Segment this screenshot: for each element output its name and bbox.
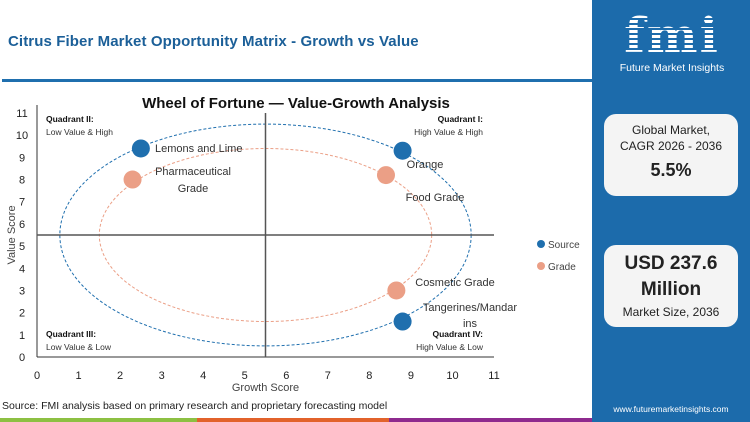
x-tick-label: 8: [366, 370, 372, 382]
y-tick-label: 7: [19, 197, 25, 209]
point-label: Grade: [178, 183, 209, 195]
header-divider: [2, 79, 592, 82]
source-point: [131, 139, 150, 158]
quadrant-description: High Value & High: [414, 127, 483, 137]
cagr-label-2: CAGR 2026 - 2036: [619, 139, 723, 153]
x-tick-label: 9: [408, 370, 414, 382]
grade-point: [376, 166, 395, 185]
chart-title: Wheel of Fortune — Value-Growth Analysis: [142, 95, 450, 112]
point-label: Orange: [407, 159, 444, 171]
y-axis-label: Value Score: [6, 205, 18, 264]
quadrant-description: High Value & Low: [416, 342, 484, 352]
footer-bar-green: [0, 418, 197, 422]
y-tick-label: 5: [19, 241, 25, 253]
y-tick-label: 6: [19, 219, 25, 231]
quadrant-title: Quadrant I:: [438, 114, 484, 124]
x-tick-label: 1: [75, 370, 81, 382]
grade-point: [387, 281, 406, 300]
source-note: Source: FMI analysis based on primary re…: [2, 400, 388, 412]
x-tick-label: 4: [200, 370, 206, 382]
point-label: Cosmetic Grade: [415, 277, 494, 289]
logo-mark: fmi: [612, 10, 732, 62]
y-tick-label: 2: [19, 308, 25, 320]
y-tick-label: 9: [19, 152, 25, 164]
logo-subtitle: Future Market Insights: [619, 62, 725, 74]
y-tick-label: 10: [16, 130, 28, 142]
point-label: Food Grade: [406, 192, 465, 204]
x-tick-label: 7: [325, 370, 331, 382]
x-tick-label: 3: [159, 370, 165, 382]
x-tick-label: 11: [488, 370, 499, 382]
x-tick-label: 2: [117, 370, 123, 382]
footer-bar-purple: [389, 418, 592, 422]
quadrant-description: Low Value & Low: [46, 342, 112, 352]
page-title: Citrus Fiber Market Opportunity Matrix -…: [8, 33, 419, 50]
point-label: ins: [463, 318, 478, 330]
y-tick-label: 0: [19, 352, 25, 364]
footer-bar-orange: [197, 418, 389, 422]
fmi-logo: fmi Future Market Insights: [612, 10, 732, 74]
legend-marker: [537, 240, 545, 248]
market-size-value-1: USD 237.6: [624, 253, 718, 274]
quadrant-title: Quadrant IV:: [432, 329, 483, 339]
side-panel: fmi Future Market Insights Global Market…: [592, 0, 750, 422]
y-tick-label: 8: [19, 175, 25, 187]
opportunity-matrix-chart: Wheel of Fortune — Value-Growth Analysis…: [6, 95, 580, 394]
legend-label: Source: [548, 240, 580, 251]
quadrant-title: Quadrant III:: [46, 329, 96, 339]
market-size-value-2: Million: [640, 279, 702, 300]
x-tick-label: 0: [34, 370, 40, 382]
legend-label: Grade: [548, 262, 576, 273]
source-point: [393, 141, 412, 160]
x-tick-label: 10: [446, 370, 458, 382]
y-tick-label: 11: [16, 108, 27, 120]
market-size-label: Market Size, 2036: [622, 305, 720, 319]
quadrant-description: Low Value & High: [46, 127, 113, 137]
cagr-card: Global Market, CAGR 2026 - 2036 5.5%: [604, 114, 738, 196]
market-size-card: USD 237.6 Million Market Size, 2036: [604, 245, 738, 327]
x-axis-label: Growth Score: [232, 382, 299, 394]
cagr-label-1: Global Market,: [631, 123, 711, 137]
cagr-value: 5.5%: [650, 160, 692, 180]
y-tick-label: 1: [19, 330, 25, 342]
y-tick-label: 4: [19, 263, 25, 275]
point-label: Lemons and Lime: [155, 143, 242, 155]
grade-point: [123, 170, 142, 189]
y-tick-label: 3: [19, 285, 25, 297]
point-label: Tangerines/Mandar: [423, 302, 518, 314]
quadrant-title: Quadrant II:: [46, 114, 94, 124]
point-label: Pharmaceutical: [155, 166, 231, 178]
legend-marker: [537, 262, 545, 270]
x-tick-label: 5: [242, 370, 248, 382]
website-url[interactable]: www.futuremarketinsights.com: [613, 404, 729, 414]
source-point: [393, 312, 412, 331]
x-tick-label: 6: [283, 370, 289, 382]
